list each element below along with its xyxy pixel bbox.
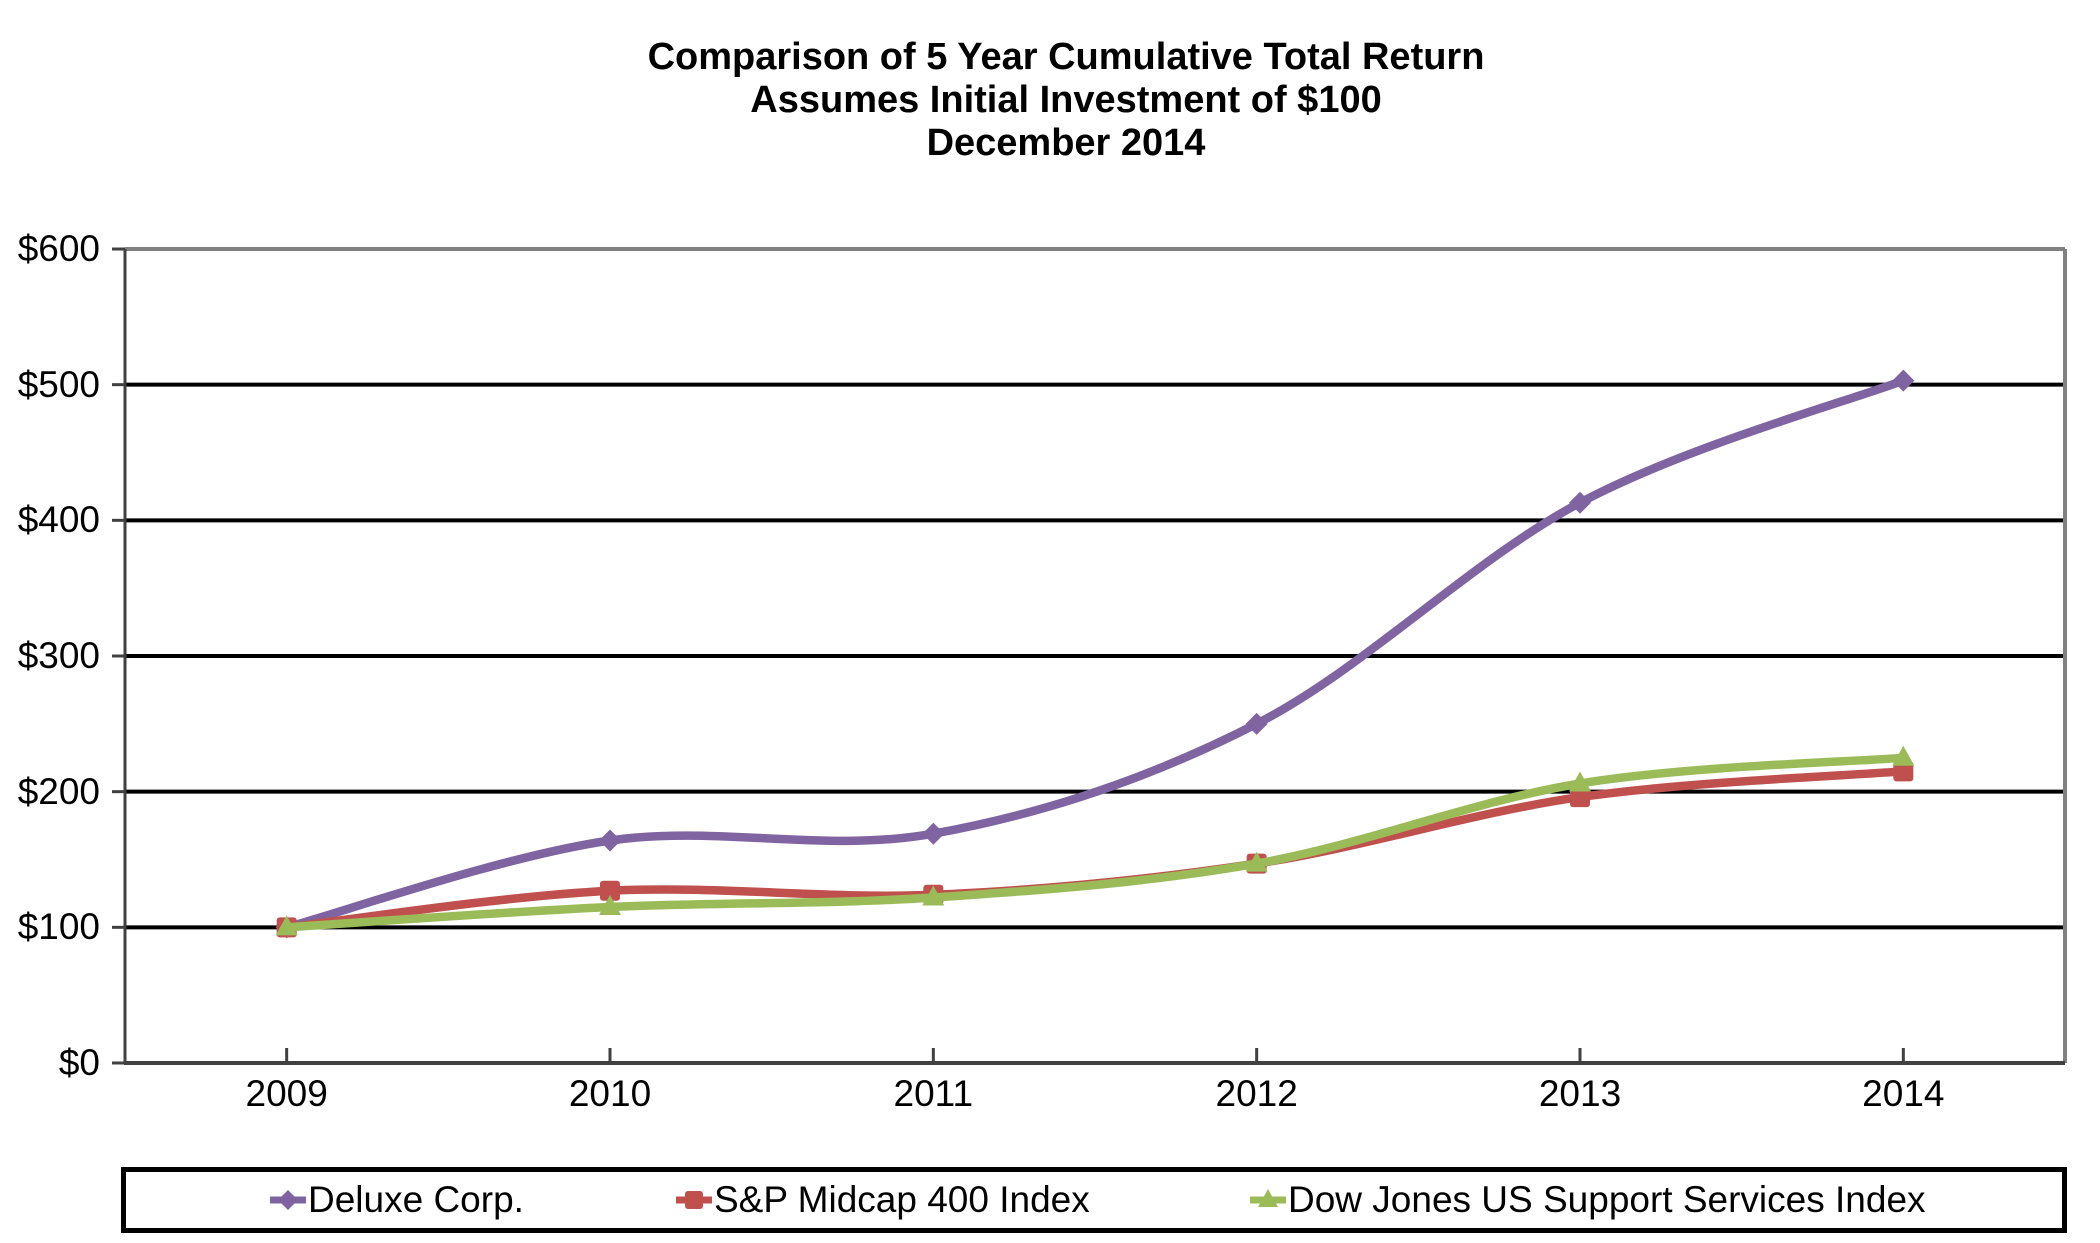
legend-entry-deluxe: Deluxe Corp. [270,1172,524,1228]
chart-title-line-3: December 2014 [926,122,1206,164]
chart-title: Comparison of 5 Year Cumulative Total Re… [16,36,2100,165]
square-marker-icon [676,1191,712,1209]
y-axis-tick-label: $300 [17,635,100,676]
legend-entry-dow-jones: Dow Jones US Support Services Index [1250,1172,1926,1228]
y-axis-tick-label: $500 [17,363,100,405]
y-axis-tick-label: $0 [58,1042,100,1083]
gridlines [125,382,2065,930]
x-axis-tick-label: 2011 [893,1073,974,1114]
legend-label: S&P Midcap 400 Index [714,1179,1090,1220]
y-axis-tick-label: $400 [17,499,100,541]
triangle-marker-icon [1250,1189,1286,1207]
y-axis-tick-label: $100 [17,906,100,948]
legend-entry-sp-midcap: S&P Midcap 400 Index [676,1172,1090,1228]
y-axis-tick-label: $200 [17,770,100,812]
legend-label: Dow Jones US Support Services Index [1288,1179,1926,1220]
series-triangle-line [275,745,1915,936]
x-axis-tick-label: 2009 [245,1073,328,1114]
diamond-marker-icon [270,1190,306,1210]
axis-ticks [112,247,1905,1065]
legend: Deluxe Corp. S&P Midcap 400 Index Dow Jo… [121,1167,2067,1233]
x-axis-tick-label: 2014 [1862,1073,1945,1114]
series-diamond-line [275,369,1915,939]
x-axis-tick-label: 2013 [1538,1073,1622,1114]
x-axis-tick-label: 2012 [1215,1073,1298,1114]
legend-label: Deluxe Corp. [308,1179,524,1220]
chart-title-line-1: Comparison of 5 Year Cumulative Total Re… [647,36,1485,78]
x-axis-tick-label: 2010 [568,1073,652,1114]
y-axis-tick-label: $600 [17,228,100,269]
chart-title-line-2: Assumes Initial Investment of $100 [750,79,1382,121]
